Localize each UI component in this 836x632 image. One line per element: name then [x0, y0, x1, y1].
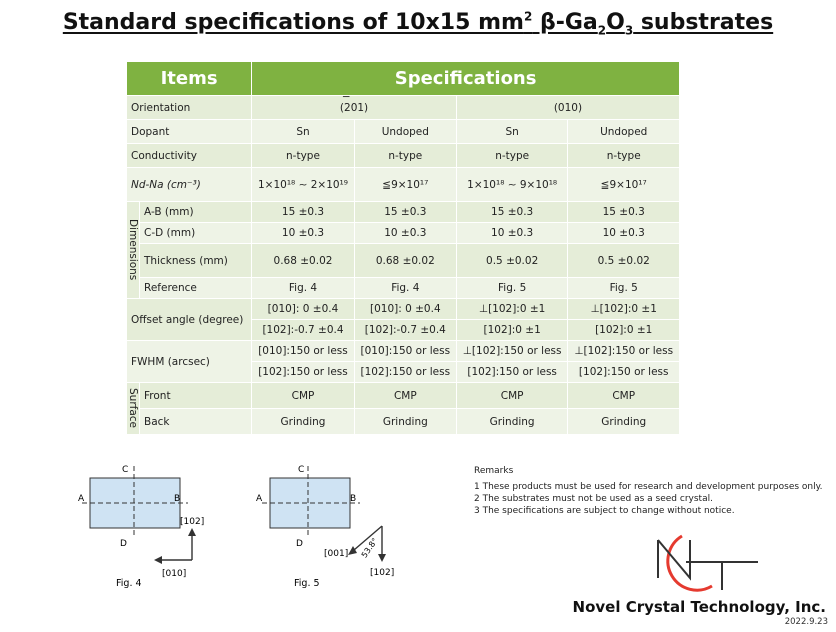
fig5-caption: Fig. 5 [294, 578, 320, 589]
cd-label: C-D (mm) [138, 222, 253, 244]
cell: 0.68 ±0.02 [353, 243, 457, 278]
ndna-label: Nd-Na (cm⁻³) [125, 167, 253, 202]
cell: CMP [251, 382, 355, 409]
cell: ⊥[102]:0 ±1 [567, 298, 680, 320]
surface-group: Surface [126, 382, 140, 435]
fig5-dir2: [102] [370, 568, 394, 578]
cell: 0.5 ±0.02 [455, 243, 569, 278]
orientation-label: Orientation [125, 95, 253, 120]
cell: Grinding [251, 408, 355, 435]
cell: 0.5 ±0.02 [567, 243, 680, 278]
cell: 10 ±0.3 [455, 222, 569, 244]
conductivity-label: Conductivity [125, 143, 253, 168]
cell: [102]:-0.7 ±0.4 [353, 319, 457, 341]
cell: ⊥[102]:150 or less [567, 340, 680, 362]
cell: [010]:150 or less [251, 340, 355, 362]
cell: 0.68 ±0.02 [251, 243, 355, 278]
dopant-label: Dopant [125, 119, 253, 144]
cell: ≦9×10¹⁷ [567, 167, 680, 202]
cell: [102]:0 ±1 [567, 319, 680, 341]
cell: ⊥[102]:0 ±1 [455, 298, 569, 320]
cell: 15 ±0.3 [353, 201, 457, 223]
fig4-caption: Fig. 4 [116, 578, 142, 589]
cell: n-type [567, 143, 680, 168]
cell: [010]:150 or less [353, 340, 457, 362]
specs-header: Specifications [251, 61, 680, 96]
cell: 15 ±0.3 [567, 201, 680, 223]
fig5-angle: 53.8° [360, 536, 380, 559]
remark-item: 2 The substrates must not be used as a s… [474, 494, 713, 504]
fig4-diagram: A B C D [102] [010] Fig. 4 [78, 465, 204, 589]
cell: [102]:150 or less [251, 361, 355, 383]
fig4-c: C [122, 465, 128, 475]
cell: Grinding [353, 408, 457, 435]
cell: [010]: 0 ±0.4 [353, 298, 457, 320]
orientation-010: (010) [455, 95, 681, 120]
back-label: Back [138, 408, 253, 435]
cell: Sn [251, 119, 355, 144]
cell: Fig. 5 [567, 277, 680, 299]
fig4-d: D [120, 539, 127, 549]
cell: ⊥[102]:150 or less [455, 340, 569, 362]
cell: Sn [455, 119, 569, 144]
remarks: Remarks 1 These products must be used fo… [474, 465, 823, 517]
fig4-a: A [78, 494, 85, 504]
fig5-dir1: [001] [324, 549, 348, 559]
cell: n-type [455, 143, 569, 168]
fig5-c: C [298, 465, 304, 475]
company-name: Novel Crystal Technology, Inc. [572, 598, 826, 616]
fig4-dir2: [010] [162, 569, 186, 579]
cell: CMP [353, 382, 457, 409]
orientation-201: − (201) [251, 91, 457, 120]
offset-label: Offset angle (degree) [125, 298, 253, 341]
cell: 15 ±0.3 [251, 201, 355, 223]
spec-table: Items Specifications Orientation − (201) … [125, 61, 681, 435]
cell: Undoped [567, 119, 680, 144]
cell: [102]:150 or less [567, 361, 680, 383]
reference-label: Reference [138, 277, 253, 299]
fwhm-label: FWHM (arcsec) [125, 340, 253, 383]
cell: 15 ±0.3 [455, 201, 569, 223]
cell: [010]: 0 ±0.4 [251, 298, 355, 320]
fig5-d: D [296, 539, 303, 549]
cell: [102]:150 or less [353, 361, 457, 383]
cell: [102]:0 ±1 [455, 319, 569, 341]
cell: Fig. 4 [353, 277, 457, 299]
ab-label: A-B (mm) [138, 201, 253, 223]
cell: Undoped [353, 119, 457, 144]
fig5-b: B [350, 494, 356, 504]
remark-item: 1 These products must be used for resear… [474, 482, 823, 492]
cell: 1×10¹⁸ ∼ 2×10¹⁹ [251, 167, 355, 202]
items-header: Items [125, 61, 253, 96]
cell: Fig. 4 [251, 277, 355, 299]
cell: 1×10¹⁸ ∼ 9×10¹⁸ [455, 167, 569, 202]
dimensions-group: Dimensions [126, 201, 140, 299]
cell: CMP [567, 382, 680, 409]
cell: n-type [251, 143, 355, 168]
cell: 10 ±0.3 [251, 222, 355, 244]
fig5-diagram: A B C D [001] 53.8° [102] Fig. 5 [256, 465, 394, 589]
remarks-title: Remarks [474, 466, 514, 476]
cell: [102]:-0.7 ±0.4 [251, 319, 355, 341]
fig4-b: B [174, 494, 180, 504]
cell: 10 ±0.3 [353, 222, 457, 244]
cell: Grinding [455, 408, 569, 435]
cell: n-type [353, 143, 457, 168]
page-title: Standard specifications of 10x15 mm2 β-G… [62, 10, 774, 38]
thickness-label: Thickness (mm) [138, 243, 253, 278]
company-logo [657, 534, 758, 592]
fig4-dir1: [102] [180, 517, 204, 527]
fig5-a: A [256, 494, 263, 504]
cell: [102]:150 or less [455, 361, 569, 383]
cell: 10 ±0.3 [567, 222, 680, 244]
cell: CMP [455, 382, 569, 409]
date: 2022.9.23 [784, 617, 828, 627]
remark-item: 3 The specifications are subject to chan… [474, 506, 735, 516]
cell: Fig. 5 [455, 277, 569, 299]
front-label: Front [138, 382, 253, 409]
cell: Grinding [567, 408, 680, 435]
cell: ≦9×10¹⁷ [353, 167, 457, 202]
